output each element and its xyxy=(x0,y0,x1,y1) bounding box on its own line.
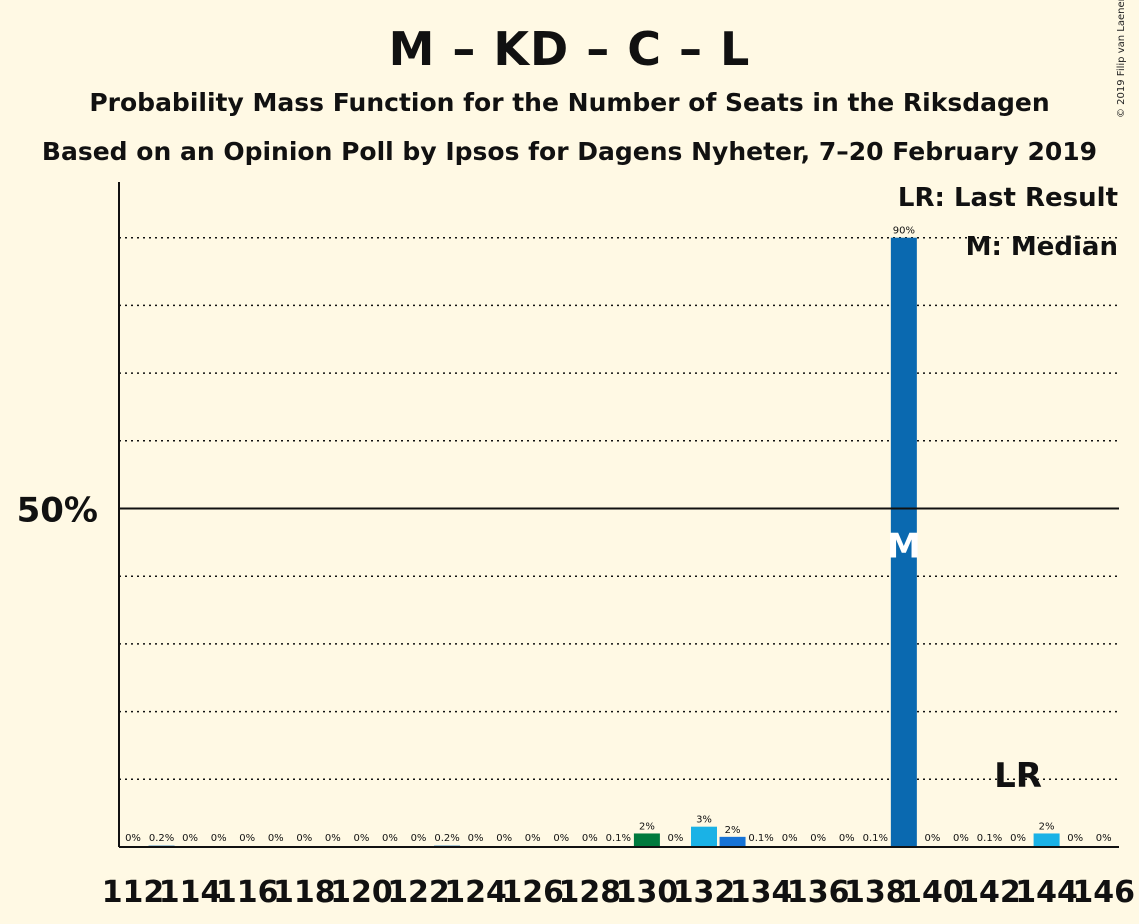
x-tick-label: 114 xyxy=(159,875,222,910)
data-label: 3% xyxy=(696,815,712,826)
x-tick-label: 122 xyxy=(387,875,450,910)
data-label: 0.1% xyxy=(606,833,631,844)
data-label: 0% xyxy=(496,833,512,844)
x-tick-label: 144 xyxy=(1015,875,1078,910)
data-label: 0.1% xyxy=(748,833,773,844)
data-label: 2% xyxy=(639,821,655,832)
data-label: 0% xyxy=(239,833,255,844)
data-label: 0% xyxy=(810,833,826,844)
x-tick-label: 138 xyxy=(844,875,907,910)
data-label: 0% xyxy=(839,833,855,844)
bar xyxy=(633,833,660,847)
legend-last-result: LR: Last Result xyxy=(897,183,1118,213)
data-label: 0% xyxy=(1010,833,1026,844)
x-tick-label: 124 xyxy=(444,875,507,910)
data-label: 0% xyxy=(182,833,198,844)
data-label: 0% xyxy=(325,833,341,844)
x-tick-label: 146 xyxy=(1072,875,1135,910)
data-label: 0% xyxy=(582,833,598,844)
x-tick-label: 126 xyxy=(501,875,564,910)
chart-subtitle: Probability Mass Function for the Number… xyxy=(89,88,1050,117)
data-label: 0.2% xyxy=(434,833,459,844)
data-label: 0% xyxy=(296,833,312,844)
data-label: 0% xyxy=(468,833,484,844)
data-label: 90% xyxy=(893,226,915,237)
data-label: 0.2% xyxy=(149,833,174,844)
data-label: 0% xyxy=(668,833,684,844)
y-tick-label: 50% xyxy=(17,491,98,531)
data-label: 0% xyxy=(382,833,398,844)
x-tick-label: 134 xyxy=(730,875,793,910)
x-tick-label: 132 xyxy=(673,875,736,910)
data-label: 0% xyxy=(125,833,141,844)
data-label: 0.1% xyxy=(977,833,1002,844)
x-tick-label: 128 xyxy=(558,875,621,910)
data-label: 0% xyxy=(411,833,427,844)
data-label: 0% xyxy=(525,833,541,844)
data-label: 0% xyxy=(953,833,969,844)
data-label: 0.1% xyxy=(863,833,888,844)
x-tick-label: 142 xyxy=(958,875,1021,910)
data-label: 0% xyxy=(268,833,284,844)
data-label: 0% xyxy=(1096,833,1112,844)
x-tick-label: 118 xyxy=(273,875,336,910)
bar xyxy=(719,836,746,847)
bar xyxy=(691,826,717,847)
data-label: 0% xyxy=(782,833,798,844)
data-label: 0% xyxy=(211,833,227,844)
x-tick-label: 112 xyxy=(102,875,165,910)
data-label: 0% xyxy=(353,833,369,844)
chart-subtitle-source: Based on an Opinion Poll by Ipsos for Da… xyxy=(41,137,1098,166)
x-tick-label: 116 xyxy=(216,875,279,910)
data-label: 0% xyxy=(1067,833,1083,844)
chart-title: M – KD – C – L xyxy=(388,22,751,76)
data-label: 0% xyxy=(924,833,940,844)
median-marker: M xyxy=(887,527,921,567)
last-result-marker: LR xyxy=(994,756,1042,796)
bar xyxy=(890,237,917,847)
x-tick-label: 136 xyxy=(787,875,850,910)
bar xyxy=(1033,833,1060,847)
data-label: 2% xyxy=(725,825,741,836)
x-tick-label: 130 xyxy=(616,875,679,910)
x-tick-label: 120 xyxy=(330,875,393,910)
data-label: 0% xyxy=(553,833,569,844)
x-tick-label: 140 xyxy=(901,875,964,910)
data-label: 2% xyxy=(1039,821,1055,832)
